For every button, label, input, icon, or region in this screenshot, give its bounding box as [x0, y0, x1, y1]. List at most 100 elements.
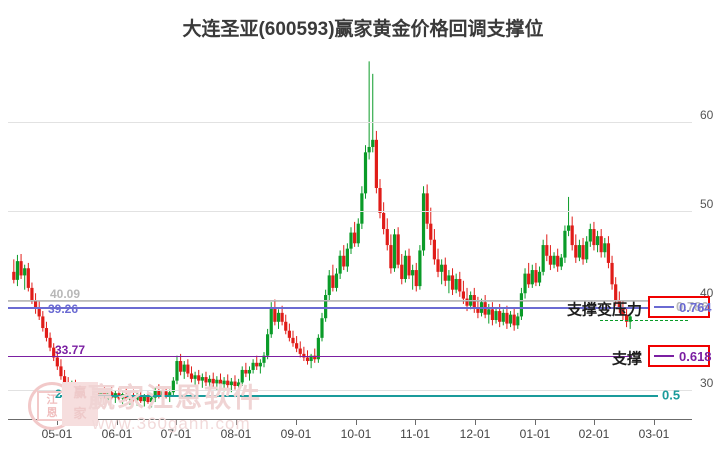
- candle-body: [313, 355, 317, 360]
- candle-body: [378, 188, 382, 213]
- candle-body: [44, 328, 49, 338]
- watermark-brand: 赢家江恩软件: [88, 383, 262, 413]
- x-axis-tick-label: 11-01: [400, 427, 430, 441]
- candle-body: [396, 234, 400, 265]
- candle-body: [139, 395, 143, 402]
- candle-body: [334, 273, 339, 288]
- candle-body: [204, 377, 208, 383]
- gridline: [8, 390, 692, 391]
- candle-body: [37, 307, 41, 317]
- candle-body: [295, 343, 299, 349]
- candle-body: [588, 229, 592, 242]
- candle-body: [498, 311, 502, 322]
- candle-body: [411, 270, 415, 276]
- candle-body: [23, 268, 27, 276]
- candle-body: [52, 347, 56, 358]
- candle-body: [30, 287, 34, 301]
- candle-body: [320, 318, 324, 338]
- candle-body: [316, 337, 320, 360]
- candle-body: [614, 284, 618, 301]
- candle-body: [255, 362, 259, 367]
- candle-body: [324, 295, 328, 319]
- candle-body: [269, 307, 273, 335]
- candle-body: [610, 262, 614, 285]
- candle-body: [128, 394, 132, 400]
- candle-body: [566, 225, 571, 231]
- anno-label-support-to-resistance: 支撑变压力: [567, 301, 643, 319]
- candle-body: [400, 264, 404, 279]
- candle-body: [33, 300, 38, 308]
- x-axis-tick-label: 07-01: [160, 427, 192, 441]
- candle-body: [291, 337, 295, 344]
- brand-mark-icon: 赢 家: [62, 382, 98, 426]
- candle-body: [461, 291, 466, 299]
- candle-body: [574, 245, 578, 258]
- candle-body: [418, 250, 422, 287]
- x-axis-tick-label: 09-01: [280, 427, 312, 441]
- candle-body: [182, 364, 186, 372]
- x-axis-tick-mark: [594, 419, 595, 425]
- anno-box-0764-color-swatch: [654, 306, 674, 308]
- candle-body: [309, 355, 313, 362]
- candle-body: [247, 369, 252, 374]
- candle-body: [215, 379, 219, 384]
- candle-body: [476, 307, 480, 313]
- candle-body: [389, 245, 393, 269]
- candle-body: [327, 275, 331, 296]
- candle-body: [606, 243, 611, 263]
- candle-body: [342, 255, 346, 267]
- x-axis-line: [8, 419, 692, 420]
- page-title: 大连圣亚(600593)赢家黄金价格回调支撑位: [182, 19, 544, 40]
- candle-body: [258, 362, 262, 367]
- candle-body: [360, 193, 364, 224]
- candle-body: [621, 307, 625, 315]
- gridline: [8, 211, 692, 212]
- candle-body: [59, 366, 63, 377]
- candle-body: [534, 270, 538, 283]
- candle-body: [280, 312, 284, 322]
- x-axis-tick-mark: [654, 419, 655, 425]
- candle-body: [226, 380, 230, 386]
- candle-body: [15, 261, 20, 280]
- candle-body: [519, 293, 524, 317]
- candle-body: [99, 391, 103, 396]
- candle-body: [175, 361, 179, 381]
- x-axis-tick-mark: [236, 419, 237, 425]
- level-line-0.786: [8, 300, 686, 302]
- candle-body: [218, 379, 223, 385]
- candle-body: [512, 314, 516, 326]
- candle-body: [106, 392, 110, 397]
- level-ratio-label-05: 0.5: [662, 387, 681, 403]
- candle-body: [26, 268, 30, 288]
- candle-body: [414, 270, 418, 287]
- x-axis-tick-mark: [176, 419, 177, 425]
- level-line-0.618: [8, 356, 632, 357]
- mark-top-char: 赢: [73, 385, 87, 400]
- candle-body: [508, 314, 513, 324]
- candle-body: [382, 212, 386, 230]
- candle-body: [624, 314, 629, 322]
- candle-body: [617, 300, 621, 308]
- level-price-label-0.786: 40.09: [50, 286, 81, 301]
- anno-box-0764[interactable]: 0.786 0.764: [648, 296, 712, 318]
- candle-body: [41, 316, 45, 329]
- candle-body: [527, 273, 531, 285]
- candle-body: [186, 364, 190, 374]
- x-axis-tick-label: 02-01: [578, 427, 610, 441]
- candle-body: [110, 392, 114, 398]
- trend-dashed-line: [600, 320, 688, 321]
- candle-body: [407, 255, 411, 276]
- gridline: [8, 122, 692, 123]
- candle-body: [490, 309, 495, 320]
- candle-body: [436, 259, 440, 272]
- candle-body: [164, 391, 168, 397]
- candle-body: [345, 248, 349, 267]
- x-axis-tick-mark: [296, 419, 297, 425]
- anno-box-0618[interactable]: 0.618: [648, 345, 712, 367]
- candle-body: [530, 270, 534, 285]
- candlestick-canvas: [12, 61, 632, 408]
- candle-body: [374, 139, 378, 188]
- x-axis-tick-label: 12-01: [459, 427, 491, 441]
- candle-body: [458, 278, 462, 292]
